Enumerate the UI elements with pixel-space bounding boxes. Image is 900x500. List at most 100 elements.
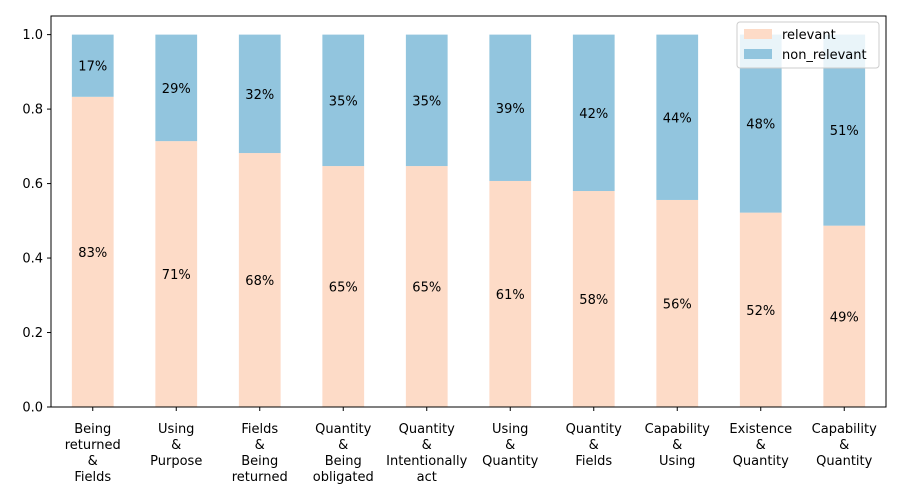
x-tick-label-line: obligated xyxy=(313,470,374,485)
x-tick-label: Using & Purpose xyxy=(150,422,202,469)
x-tick-label-line: & xyxy=(839,438,849,453)
y-tick-label: 0.8 xyxy=(22,103,43,118)
x-tick-label-line: Existence xyxy=(729,422,792,437)
bar-relevant-3 xyxy=(322,166,365,407)
bar-relevant-5 xyxy=(489,180,532,407)
bar-label-non_relevant-6: 42% xyxy=(579,107,608,122)
x-tick-label-line: Quantity xyxy=(733,454,789,469)
bar-relevant-7 xyxy=(656,199,699,407)
x-tick-label-line: & xyxy=(672,438,682,453)
x-tick-label-line: Being xyxy=(325,454,362,469)
bar-relevant-0 xyxy=(71,96,114,407)
x-tick-label-line: returned xyxy=(232,470,288,485)
bar-label-non_relevant-0: 17% xyxy=(78,60,107,75)
bar-label-relevant-9: 49% xyxy=(830,310,859,325)
x-tick-label-line: returned xyxy=(65,438,121,453)
bar-relevant-2 xyxy=(238,153,281,407)
bar-relevant-6 xyxy=(572,191,615,407)
x-tick-label-line: Quantity xyxy=(399,422,455,437)
bar-non_relevant-6 xyxy=(572,34,615,192)
x-tick-label-line: & xyxy=(255,438,265,453)
bar-label-relevant-4: 65% xyxy=(412,281,441,296)
x-tick-label-line: Quantity xyxy=(315,422,371,437)
bar-labels-layer: 83% 17% 71% 29% 68% 32% 65% 35% 65% 35% 61% 39% 58% 4… xyxy=(78,60,858,326)
bar-non_relevant-7 xyxy=(656,34,699,200)
bar-non_relevant-3 xyxy=(322,34,365,167)
legend: relevant non_relevant xyxy=(736,21,880,69)
x-tick-label-line: Being xyxy=(241,454,278,469)
x-tick-label: Capability & Quantity xyxy=(812,422,877,469)
x-tick-label-line: Fields xyxy=(241,422,278,437)
x-tick-label-line: & xyxy=(589,438,599,453)
x-tick-label-line: Quantity xyxy=(482,454,538,469)
bar-label-non_relevant-3: 35% xyxy=(329,94,358,109)
bar-relevant-4 xyxy=(405,166,448,407)
x-tick-label-line: & xyxy=(505,438,515,453)
y-tick-label: 0.2 xyxy=(22,326,43,341)
bar-relevant-9 xyxy=(823,225,866,407)
bar-label-relevant-6: 58% xyxy=(579,293,608,308)
x-tick-label-line: & xyxy=(756,438,766,453)
bar-non_relevant-5 xyxy=(489,34,532,181)
x-tick-label-line: Fields xyxy=(575,454,612,469)
x-tick-label-line: & xyxy=(88,454,98,469)
bar-non_relevant-1 xyxy=(155,34,198,142)
bar-label-non_relevant-2: 32% xyxy=(245,88,274,103)
legend-label-relevant: relevant xyxy=(782,28,836,43)
x-tick-label-line: Using xyxy=(492,422,528,437)
x-tick-label: Quantity & Intentionally act xyxy=(386,422,467,485)
y-tick-label: 0.0 xyxy=(22,401,43,416)
x-tick-label-line: Using xyxy=(158,422,194,437)
bar-label-non_relevant-1: 29% xyxy=(162,82,191,97)
y-tick-label: 1.0 xyxy=(22,28,43,43)
bar-label-relevant-7: 56% xyxy=(663,297,692,312)
x-tick-label-line: Using xyxy=(659,454,695,469)
bar-label-relevant-2: 68% xyxy=(245,274,274,289)
x-tick-label-line: Being xyxy=(74,422,111,437)
bar-relevant-1 xyxy=(155,141,198,407)
bar-non_relevant-0 xyxy=(71,34,114,97)
bar-label-relevant-5: 61% xyxy=(496,288,525,303)
x-tick-label: Existence & Quantity xyxy=(729,422,792,469)
x-tick-label-line: & xyxy=(171,438,181,453)
plot-frame xyxy=(50,15,887,408)
bar-non_relevant-4 xyxy=(405,34,448,167)
legend-swatch-relevant xyxy=(744,29,772,39)
x-tick-label-line: act xyxy=(417,470,437,485)
x-tick-label-line: Capability xyxy=(645,422,710,437)
bar-label-relevant-3: 65% xyxy=(329,281,358,296)
bar-label-relevant-8: 52% xyxy=(746,304,775,319)
legend-box xyxy=(736,21,880,69)
x-tick-label: Being returned & Fields xyxy=(65,422,121,485)
y-tick-label: 0.4 xyxy=(22,252,43,267)
y-tick-label: 0.6 xyxy=(22,177,43,192)
x-tick-label: Using & Quantity xyxy=(482,422,538,469)
x-tick-label-line: Intentionally xyxy=(386,454,467,469)
bar-label-relevant-1: 71% xyxy=(162,268,191,283)
x-tick-label-line: Capability xyxy=(812,422,877,437)
x-tick-label-line: Quantity xyxy=(816,454,872,469)
x-tick-label-line: Purpose xyxy=(150,454,202,469)
bar-label-non_relevant-5: 39% xyxy=(496,102,525,117)
bar-label-relevant-0: 83% xyxy=(78,246,107,261)
bar-non_relevant-2 xyxy=(238,34,281,154)
y-axis: 0.0 0.2 0.4 0.6 0.8 1.0 xyxy=(22,28,51,416)
legend-label-non_relevant: non_relevant xyxy=(782,48,867,63)
x-tick-label: Capability & Using xyxy=(645,422,710,469)
bar-label-non_relevant-4: 35% xyxy=(412,94,441,109)
legend-swatch-non_relevant xyxy=(744,49,772,59)
bar-relevant-8 xyxy=(739,212,782,407)
bar-label-non_relevant-8: 48% xyxy=(746,118,775,133)
x-tick-label: Quantity & Fields xyxy=(566,422,622,469)
x-tick-label-line: Quantity xyxy=(566,422,622,437)
bar-label-non_relevant-7: 44% xyxy=(663,111,692,126)
x-tick-label-line: Fields xyxy=(74,470,111,485)
x-tick-label-line: & xyxy=(422,438,432,453)
x-tick-label: Fields & Being returned xyxy=(232,422,288,485)
x-tick-label-line: & xyxy=(338,438,348,453)
bar-label-non_relevant-9: 51% xyxy=(830,124,859,139)
bars-layer xyxy=(71,34,866,407)
x-tick-label: Quantity & Being obligated xyxy=(313,422,374,485)
